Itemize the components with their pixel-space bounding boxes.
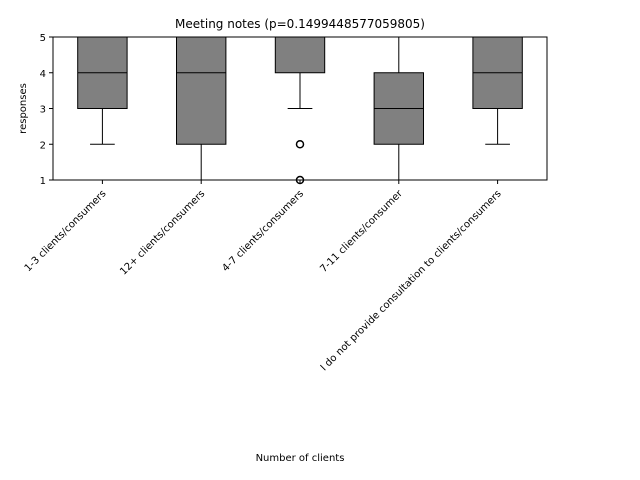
box-group bbox=[472, 36, 523, 145]
x-axis-label: Number of clients bbox=[256, 453, 345, 464]
iqr-box bbox=[274, 36, 326, 74]
x-tick-label: 1-3 clients/consumers bbox=[23, 188, 109, 274]
box-group bbox=[274, 36, 326, 185]
y-tick-label: 5 bbox=[40, 33, 46, 44]
box-group bbox=[373, 36, 425, 181]
chart-title: Meeting notes (p=0.1499448577059805) bbox=[175, 17, 425, 31]
x-tick-label: 12+ clients/consumers bbox=[118, 188, 207, 277]
y-axis-label: responses bbox=[18, 83, 29, 134]
box-group bbox=[77, 36, 128, 145]
outlier-point bbox=[295, 140, 305, 149]
x-tick-label: 4-7 clients/consumers bbox=[220, 188, 306, 274]
box-group bbox=[176, 36, 227, 181]
x-tick-label: 7-11 clients/consumer bbox=[318, 188, 405, 275]
y-axis-ticks: 1 2 3 4 5 bbox=[40, 33, 53, 187]
x-tick-label: I do not provide consultation to clients… bbox=[319, 188, 504, 373]
x-axis-ticks: 1-3 clients/consumers 12+ clients/consume… bbox=[23, 180, 504, 373]
y-tick-label: 3 bbox=[40, 105, 46, 116]
iqr-box bbox=[176, 36, 227, 145]
y-tick-label: 2 bbox=[40, 140, 46, 151]
y-tick-label: 4 bbox=[40, 69, 46, 80]
boxes-layer bbox=[77, 36, 523, 185]
y-tick-label: 1 bbox=[40, 176, 46, 187]
